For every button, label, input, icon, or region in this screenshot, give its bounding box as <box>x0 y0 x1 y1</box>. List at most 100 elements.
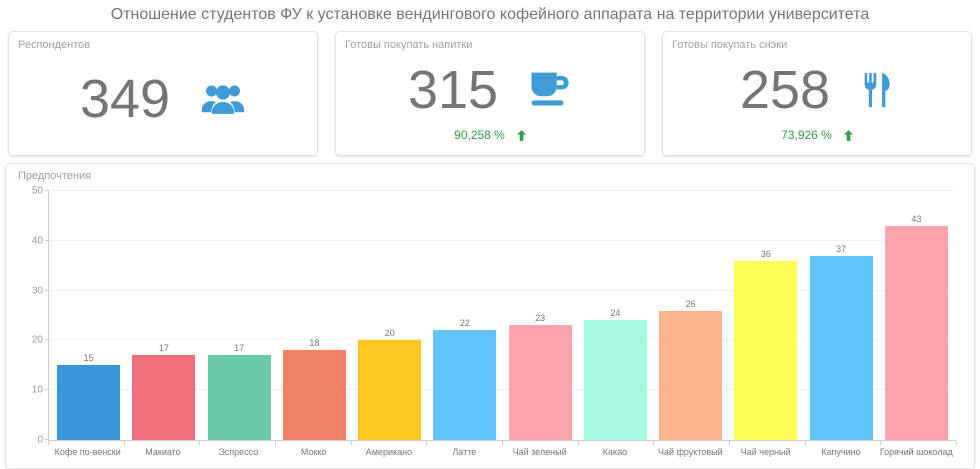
card-respondents-label: Респондентов <box>18 39 91 51</box>
x-axis-label: Капучино <box>821 447 861 457</box>
bar-slot: 23 <box>503 191 578 440</box>
x-axis-tick <box>956 441 957 445</box>
bars-layer: 15 17 17 18 20 22 23 24 26 36 37 43 <box>49 191 956 440</box>
x-axis-label: Американо <box>365 447 413 457</box>
bar-value-label: 43 <box>911 213 922 224</box>
x-axis-tick <box>729 441 730 445</box>
bar[interactable] <box>508 325 572 440</box>
chart: 15 17 17 18 20 22 23 24 26 36 37 43 0 10 20 30 40 50 Коф… <box>32 186 957 461</box>
gridline <box>49 339 956 341</box>
gridline <box>49 389 956 391</box>
plot-area: 15 17 17 18 20 22 23 24 26 36 37 43 0 10 20 30 40 50 <box>32 186 956 446</box>
card-snacks-body: 258 <box>663 51 971 128</box>
bar[interactable] <box>132 355 196 440</box>
bar-value-label: 22 <box>459 318 470 329</box>
x-axis-tick <box>48 441 49 445</box>
snacks-percent: 73,926 % <box>781 128 832 142</box>
bar-slot: 22 <box>427 191 502 440</box>
bar-slot: 20 <box>352 191 427 440</box>
y-axis-tick <box>45 289 49 291</box>
bar[interactable] <box>659 310 723 440</box>
card-drinks: Готовы покупать напитки 315 90,258 % <box>335 31 645 156</box>
x-axis-label: Макиато <box>145 447 181 457</box>
y-axis-label: 50 <box>31 185 43 197</box>
bar-slot: 26 <box>653 191 728 440</box>
card-respondents: Респондентов 349 <box>8 31 318 156</box>
y-axis-label: 30 <box>31 285 43 297</box>
x-axis-tick <box>653 441 655 445</box>
bar[interactable] <box>207 355 271 440</box>
gridline <box>49 239 956 241</box>
card-snacks-label: Готовы покупать снэки <box>672 39 788 51</box>
y-axis-tick <box>45 239 49 241</box>
y-axis-label: 20 <box>31 334 43 346</box>
x-axis-tick <box>426 441 428 445</box>
gridline <box>49 190 956 191</box>
bar-slot: 37 <box>804 191 879 440</box>
bar-value-label: 37 <box>836 243 847 254</box>
snacks-value: 258 <box>739 59 831 120</box>
card-snacks: Готовы покупать снэки 258 73,926 % <box>662 31 972 156</box>
bar-slot: 18 <box>277 191 352 440</box>
bar[interactable] <box>358 340 422 440</box>
x-axis-tick <box>804 441 806 445</box>
bar-slot: 17 <box>202 191 277 440</box>
bar[interactable] <box>282 350 346 440</box>
bar-slot: 15 <box>51 191 126 440</box>
x-axis-tick <box>502 441 503 445</box>
bar[interactable] <box>884 225 948 440</box>
x-axis-label: Латте <box>452 447 477 457</box>
card-respondents-body: 349 <box>9 51 317 147</box>
x-axis-label: Чай черный <box>740 447 791 457</box>
bar-slot: 36 <box>728 191 803 440</box>
x-axis-labels: Кофе по-венски Макиато Эспрессо Мокко Америк… <box>48 441 957 461</box>
kpi-cards: Респондентов 349 Готовы покупать напитки <box>5 31 975 156</box>
card-drinks-body: 315 <box>336 51 644 128</box>
chart-title: Предпочтения <box>18 170 92 182</box>
bar-value-label: 18 <box>309 338 320 349</box>
x-axis-tick <box>275 441 276 445</box>
bar[interactable] <box>57 365 121 440</box>
bar-slot: 24 <box>578 191 653 440</box>
x-axis-tick <box>199 441 201 445</box>
bar-slot: 17 <box>126 191 201 440</box>
bar-slot: 43 <box>879 191 954 440</box>
bar[interactable] <box>583 320 647 440</box>
bar-value-label: 26 <box>685 298 696 309</box>
x-axis-label: Чай фруктовый <box>657 447 723 457</box>
bar-value-label: 23 <box>535 313 546 324</box>
coffee-cup-icon <box>528 71 572 108</box>
x-axis-label: Эспрессо <box>218 447 259 457</box>
drinks-percent: 90,258 % <box>454 128 505 142</box>
page-title: Отношение студентов ФУ к установке венди… <box>110 6 870 23</box>
card-drinks-label: Готовы покупать напитки <box>345 39 473 51</box>
y-axis-tick <box>45 439 49 440</box>
bar[interactable] <box>734 260 798 440</box>
x-axis-label: Горячий шоколад <box>879 447 953 457</box>
x-axis-tick <box>350 441 352 445</box>
respondents-value: 349 <box>79 69 171 129</box>
bar-value-label: 15 <box>83 353 94 364</box>
snacks-percent-row: 73,926 % <box>663 128 971 155</box>
y-axis-tick <box>45 389 49 391</box>
arrow-up-icon <box>843 129 853 141</box>
x-axis-tick <box>123 441 125 445</box>
y-axis-label: 40 <box>31 235 43 247</box>
x-axis-tick <box>880 441 882 445</box>
arrow-up-icon <box>516 129 526 141</box>
x-axis-label: Чай зеленый <box>512 447 567 457</box>
bar-value-label: 17 <box>158 343 169 354</box>
gridline <box>49 289 956 291</box>
bar-value-label: 17 <box>234 343 245 354</box>
x-axis-label: Мокко <box>300 447 327 457</box>
cutlery-icon <box>860 70 894 110</box>
y-axis-label: 0 <box>37 434 43 446</box>
bar[interactable] <box>433 330 497 440</box>
bar[interactable] <box>809 255 873 440</box>
bar-value-label: 24 <box>610 308 621 319</box>
users-icon <box>200 81 246 117</box>
y-axis-tick <box>45 190 49 191</box>
bar-value-label: 36 <box>760 248 771 259</box>
